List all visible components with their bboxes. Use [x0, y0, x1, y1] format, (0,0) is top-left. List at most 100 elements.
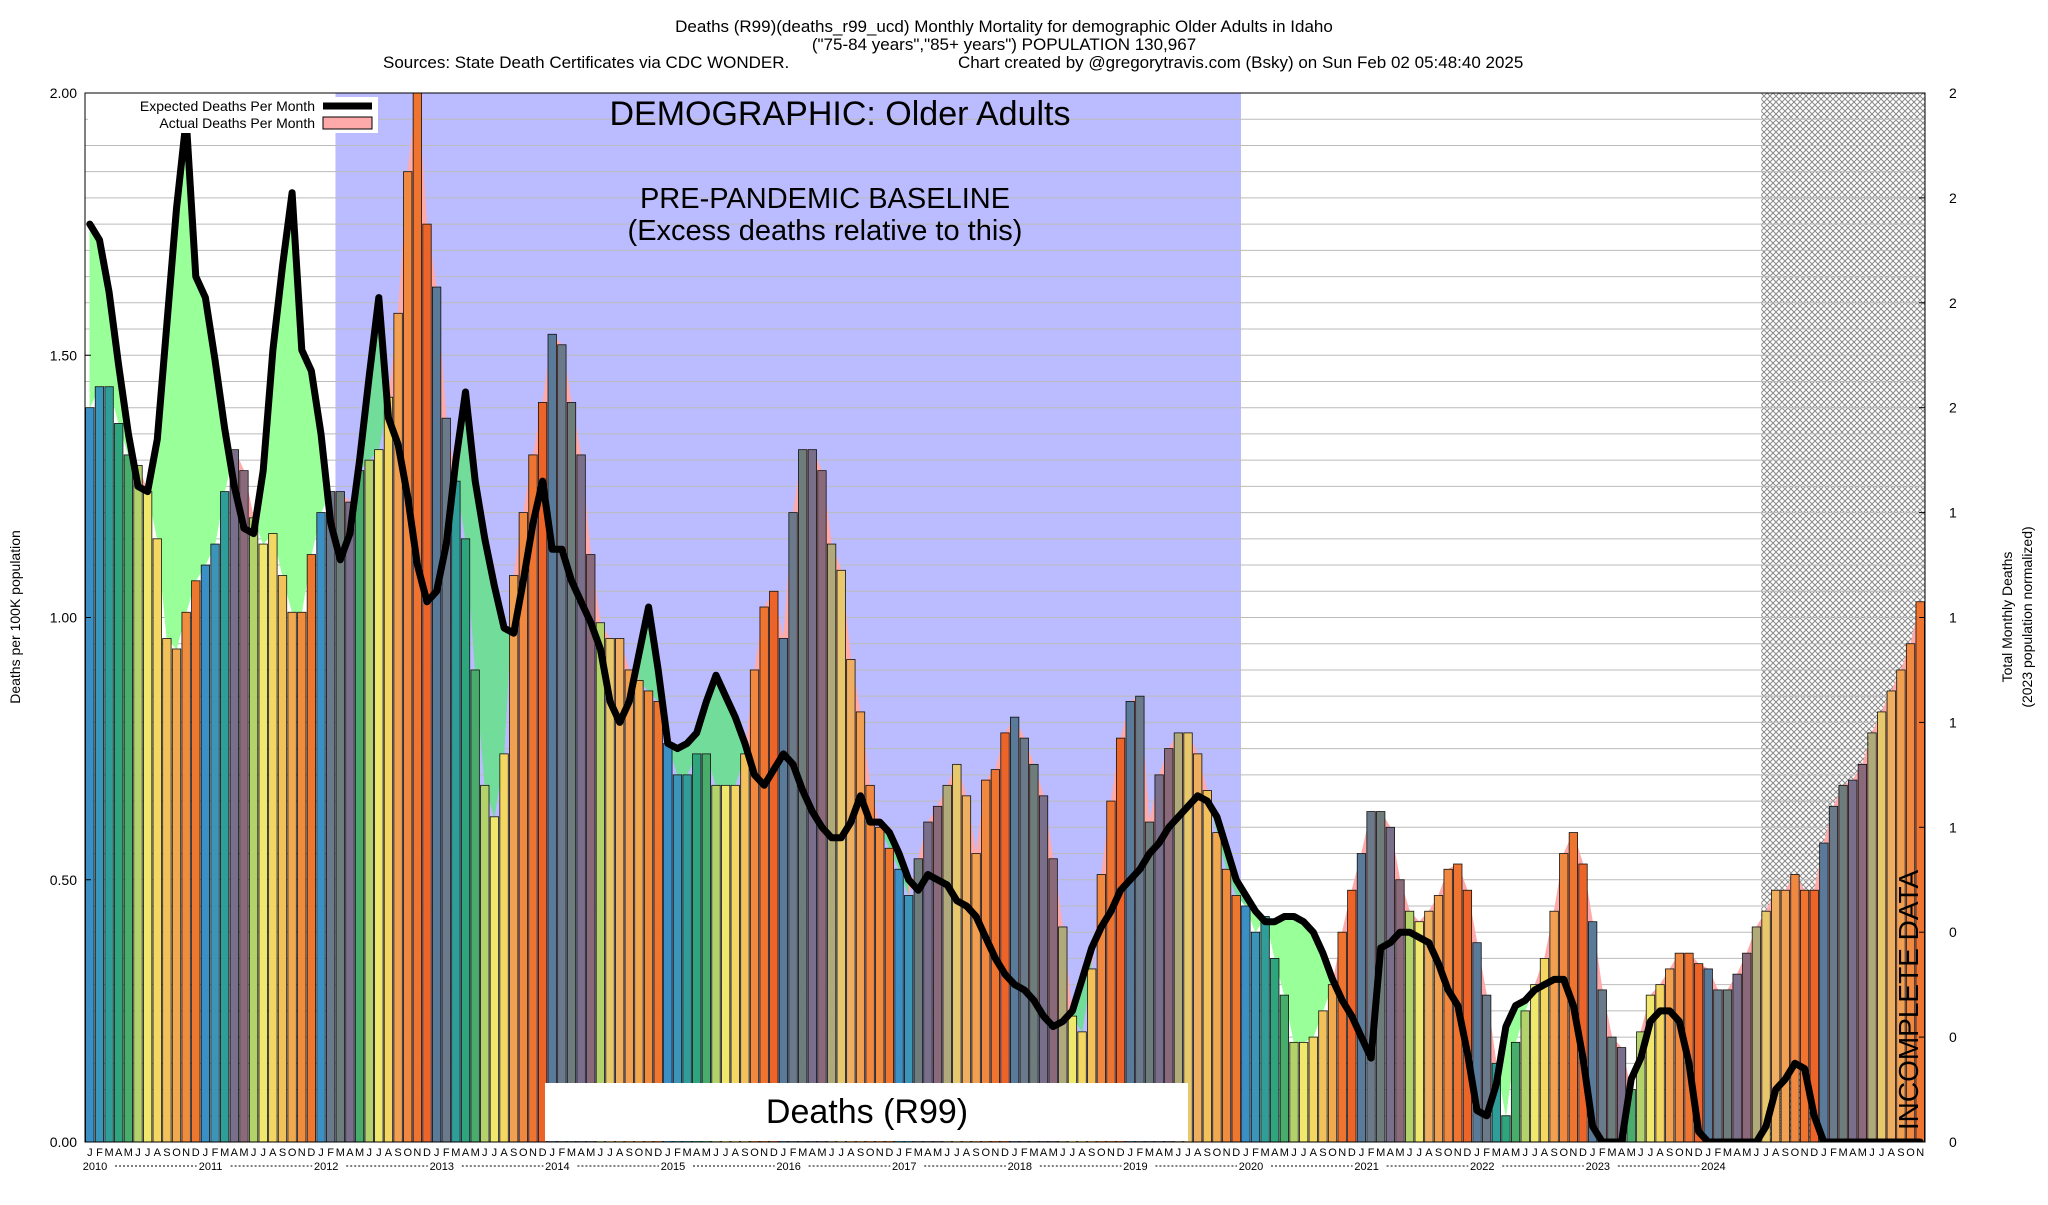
actual-deaths-bar: [1106, 800, 1116, 1142]
actual-deaths-bar: [643, 690, 654, 1142]
x-tick-month: A: [115, 1147, 123, 1159]
x-tick-month: J: [1127, 1147, 1133, 1159]
x-tick-month: A: [693, 1147, 701, 1159]
actual-deaths-bar: [104, 386, 114, 1142]
x-tick-month: M: [451, 1147, 460, 1159]
x-tick-month: A: [616, 1147, 624, 1159]
x-tick-month: J: [1763, 1147, 1769, 1159]
x-tick-month: J: [145, 1147, 151, 1159]
actual-deaths-bar: [1703, 968, 1713, 1142]
x-tick-month: A: [1656, 1147, 1664, 1159]
x-tick-month: N: [413, 1147, 421, 1159]
actual-deaths-bar: [1713, 989, 1723, 1142]
actual-deaths-bar: [1732, 973, 1742, 1142]
actual-deaths-bar: [229, 449, 239, 1142]
incomplete-data-label: INCOMPLETE DATA: [1893, 870, 1924, 1131]
actual-deaths-bar: [1193, 753, 1203, 1142]
x-tick-month: O: [172, 1147, 181, 1159]
actual-deaths-bar: [1607, 1036, 1617, 1142]
actual-deaths-bar: [1337, 931, 1347, 1142]
actual-deaths-bar: [1212, 832, 1222, 1142]
x-tick-month: M: [1858, 1147, 1867, 1159]
x-tick-month: D: [885, 1147, 893, 1159]
actual-deaths-bar: [277, 575, 288, 1142]
actual-deaths-bar: [162, 638, 172, 1142]
actual-deaths-bar: [1896, 669, 1906, 1142]
y-tick-label-right: 1: [1949, 505, 1957, 521]
actual-deaths-bar: [297, 611, 307, 1142]
x-tick-month: N: [1454, 1147, 1462, 1159]
x-tick-month: O: [403, 1147, 412, 1159]
actual-deaths-bar: [1289, 1041, 1299, 1142]
baseline-label: PRE-PANDEMIC BASELINE: [640, 183, 1010, 215]
x-tick-month: A: [1078, 1147, 1086, 1159]
actual-deaths-bar: [1260, 916, 1270, 1142]
x-tick-month: J: [376, 1147, 382, 1159]
x-tick-month: S: [626, 1147, 633, 1159]
x-tick-month: M: [933, 1147, 942, 1159]
actual-deaths-bar: [1838, 784, 1848, 1142]
x-tick-month: N: [1569, 1147, 1577, 1159]
chart-title: Deaths (R99)(deaths_r99_ucd) Monthly Mor…: [675, 17, 1333, 36]
actual-deaths-bar: [1857, 763, 1867, 1142]
actual-deaths-bar: [181, 611, 191, 1142]
x-tick-month: A: [1155, 1147, 1163, 1159]
actual-deaths-bar: [239, 470, 249, 1142]
x-tick-month: S: [510, 1147, 517, 1159]
actual-deaths-bar: [1848, 779, 1858, 1142]
x-tick-month: D: [423, 1147, 431, 1159]
actual-deaths-bar: [1742, 952, 1752, 1142]
x-tick-month: D: [192, 1147, 200, 1159]
x-tick-month: N: [1107, 1147, 1115, 1159]
x-tick-year: 2018: [1008, 1161, 1032, 1173]
x-tick-month: F: [1715, 1147, 1722, 1159]
actual-deaths-bar: [1790, 874, 1800, 1142]
actual-deaths-bar: [1019, 737, 1029, 1142]
actual-deaths-bar: [1029, 763, 1039, 1142]
actual-deaths-bar: [1144, 821, 1155, 1142]
x-tick-month: J: [713, 1147, 719, 1159]
x-tick-month: F: [1252, 1147, 1259, 1159]
actual-deaths-bar: [1096, 874, 1106, 1142]
actual-deaths-bar: [1886, 690, 1896, 1142]
x-tick-month: D: [654, 1147, 662, 1159]
actual-deaths-bar: [451, 480, 461, 1142]
actual-deaths-bar: [1010, 716, 1020, 1142]
x-tick-month: M: [104, 1147, 113, 1159]
x-tick-year: 2015: [661, 1161, 685, 1173]
actual-deaths-bar: [1279, 994, 1289, 1142]
x-tick-month: O: [1213, 1147, 1222, 1159]
actual-deaths-bar: [566, 402, 577, 1142]
actual-deaths-bar: [422, 223, 432, 1142]
chart-subtitle: ("75-84 years","85+ years") POPULATION 1…: [812, 35, 1196, 54]
x-tick-month: J: [1060, 1147, 1066, 1159]
actual-deaths-bar: [1270, 958, 1280, 1142]
x-tick-month: O: [1791, 1147, 1800, 1159]
actual-deaths-bar: [653, 701, 663, 1142]
actual-deaths-bar: [932, 805, 943, 1142]
x-tick-month: M: [471, 1147, 480, 1159]
x-tick-month: M: [1742, 1147, 1751, 1159]
actual-deaths-bar: [1038, 795, 1049, 1142]
actual-deaths-bar: [586, 554, 596, 1142]
x-tick-month: A: [963, 1147, 971, 1159]
x-tick-month: J: [1407, 1147, 1413, 1159]
actual-deaths-bar: [1115, 737, 1126, 1142]
x-tick-month: A: [1502, 1147, 1510, 1159]
actual-deaths-bar: [94, 386, 105, 1142]
x-tick-month: J: [549, 1147, 555, 1159]
x-tick-month: D: [1001, 1147, 1009, 1159]
actual-deaths-bar: [509, 575, 519, 1142]
actual-deaths-bar: [1385, 826, 1395, 1142]
x-tick-month: O: [1906, 1147, 1915, 1159]
actual-deaths-bar: [1549, 910, 1559, 1142]
x-tick-month: M: [702, 1147, 711, 1159]
actual-deaths-bar: [595, 622, 606, 1142]
x-tick-month: O: [1675, 1147, 1684, 1159]
x-tick-month: N: [645, 1147, 653, 1159]
actual-deaths-bar: [85, 407, 95, 1142]
actual-deaths-bar: [1443, 868, 1453, 1142]
actual-deaths-bars: [85, 93, 1925, 1142]
deficit-fill: [195, 276, 206, 582]
x-tick-month: F: [96, 1147, 103, 1159]
